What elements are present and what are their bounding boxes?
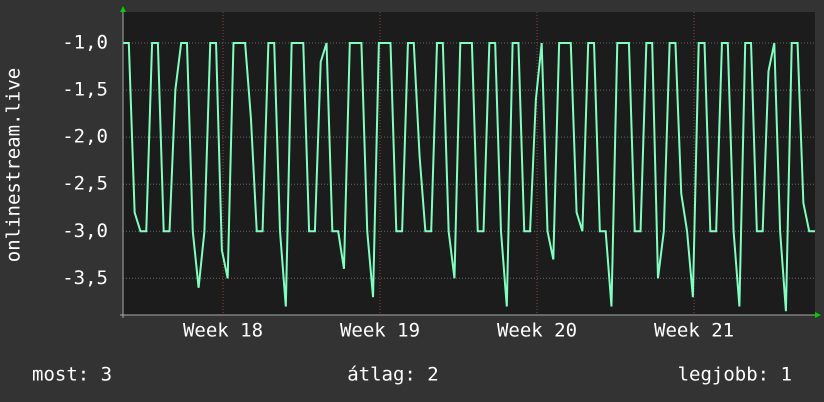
- stat-current: most: 3: [32, 364, 112, 386]
- plot-area: [123, 12, 815, 315]
- y-tick-label: -3,5: [62, 267, 108, 289]
- data-line: [123, 42, 815, 312]
- y-tick-label: -1,5: [62, 79, 108, 101]
- x-tick-label: Week 18: [183, 320, 263, 342]
- x-arrow: [815, 312, 821, 318]
- x-tick-label: Week 20: [497, 320, 577, 342]
- stat-average: átlag: 2: [347, 364, 439, 386]
- y-axis-label: onlinestream.live: [3, 68, 25, 262]
- y-tick-label: -1,0: [62, 32, 108, 54]
- x-tick-label: Week 19: [340, 320, 420, 342]
- y-tick-label: -3,0: [62, 220, 108, 242]
- x-tick-label: Week 21: [654, 320, 734, 342]
- y-tick-label: -2,0: [62, 126, 108, 148]
- y-tick-label: -2,5: [62, 173, 108, 195]
- stat-best: legjobb: 1: [678, 364, 792, 386]
- y-arrow: [120, 6, 126, 12]
